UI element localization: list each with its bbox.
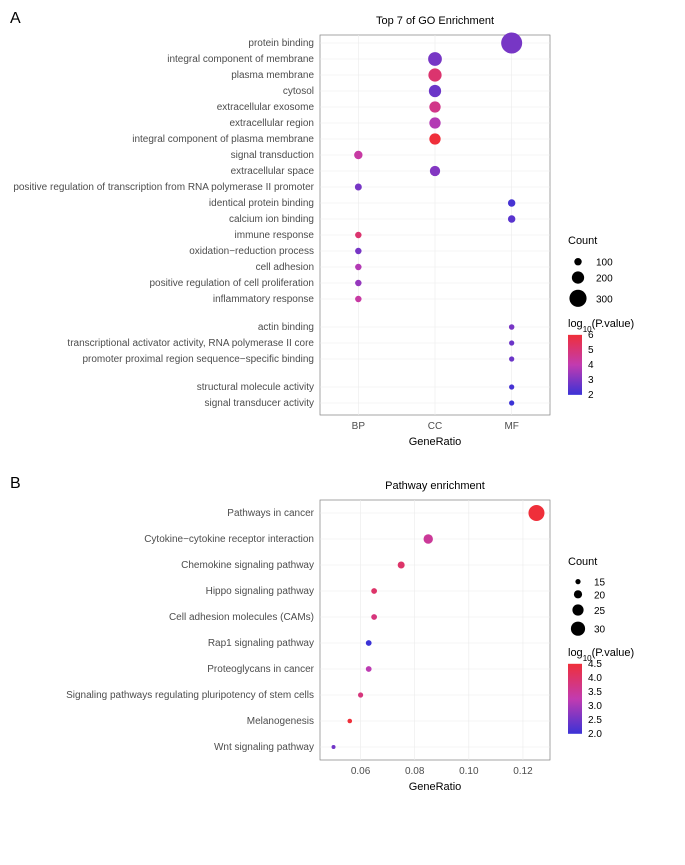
svg-text:MF: MF — [504, 421, 518, 432]
panel-b: B Pathway enrichment 0.06 0.08 0.10 0.12 Path… — [10, 475, 675, 800]
svg-text:transcriptional activator acti: transcriptional activator activity, RNA … — [67, 338, 314, 349]
svg-text:CC: CC — [428, 421, 442, 432]
svg-text:Rap1 signaling pathway: Rap1 signaling pathway — [208, 638, 314, 649]
svg-text:Wnt signaling pathway: Wnt signaling pathway — [214, 742, 314, 753]
svg-text:2.0: 2.0 — [588, 729, 602, 740]
svg-text:Hippo signaling pathway: Hippo signaling pathway — [206, 586, 314, 597]
svg-text:3.5: 3.5 — [588, 687, 602, 698]
svg-text:BP: BP — [352, 421, 366, 432]
svg-text:promoter proximal region seque: promoter proximal region sequence−specif… — [82, 354, 314, 365]
svg-text:3.0: 3.0 — [588, 701, 602, 712]
svg-text:Count: Count — [568, 235, 597, 247]
svg-text:4.5: 4.5 — [588, 659, 602, 670]
svg-text:15: 15 — [594, 578, 606, 589]
svg-text:cytosol: cytosol — [283, 86, 314, 97]
svg-text:log10(P.value): log10(P.value) — [568, 318, 634, 334]
svg-text:0.12: 0.12 — [513, 766, 533, 777]
svg-text:cell adhesion: cell adhesion — [256, 262, 314, 273]
svg-text:extracellular space: extracellular space — [231, 166, 315, 177]
chart-a: Top 7 of GO Enrichment protein binding int… — [10, 10, 680, 455]
svg-text:Pathways in cancer: Pathways in cancer — [227, 508, 314, 519]
svg-text:Count: Count — [568, 556, 597, 568]
svg-text:oxidation−reduction process: oxidation−reduction process — [189, 246, 314, 257]
svg-text:100: 100 — [596, 258, 613, 269]
svg-text:actin binding: actin binding — [258, 322, 314, 333]
svg-text:signal transduction: signal transduction — [231, 150, 314, 161]
svg-text:inflammatory response: inflammatory response — [213, 294, 315, 305]
svg-text:signal transducer activity: signal transducer activity — [205, 398, 315, 409]
svg-text:25: 25 — [594, 606, 606, 617]
svg-text:immune response: immune response — [235, 230, 315, 241]
svg-text:6: 6 — [588, 330, 594, 341]
svg-text:Melanogenesis: Melanogenesis — [247, 716, 314, 727]
svg-text:positive regulation of transcr: positive regulation of transcription fro… — [13, 182, 314, 193]
svg-text:GeneRatio: GeneRatio — [409, 781, 462, 793]
svg-text:300: 300 — [596, 294, 613, 305]
svg-text:20: 20 — [594, 590, 606, 601]
svg-text:integral component of plasma m: integral component of plasma membrane — [132, 134, 314, 145]
svg-text:5: 5 — [588, 345, 594, 356]
svg-text:0.06: 0.06 — [351, 766, 371, 777]
svg-text:structural molecule activity: structural molecule activity — [197, 382, 314, 393]
svg-text:0.10: 0.10 — [459, 766, 479, 777]
svg-text:Pathway enrichment: Pathway enrichment — [385, 480, 485, 492]
panel-a-label: A — [10, 10, 21, 28]
svg-text:30: 30 — [594, 625, 606, 636]
svg-text:identical protein binding: identical protein binding — [209, 198, 314, 209]
chart-b: Pathway enrichment 0.06 0.08 0.10 0.12 Pathwa… — [10, 475, 680, 800]
svg-text:2: 2 — [588, 390, 594, 401]
svg-text:200: 200 — [596, 274, 613, 285]
panel-a: A Top 7 of GO Enrichment protein binding i… — [10, 10, 675, 455]
svg-text:protein binding: protein binding — [248, 38, 314, 49]
svg-text:positive regulation of cell pr: positive regulation of cell proliferatio… — [149, 278, 314, 289]
svg-text:4.0: 4.0 — [588, 673, 602, 684]
svg-text:2.5: 2.5 — [588, 715, 602, 726]
svg-text:calcium ion binding: calcium ion binding — [229, 214, 314, 225]
svg-text:Top 7 of GO Enrichment: Top 7 of GO Enrichment — [376, 15, 494, 27]
svg-text:Signaling pathways regulating: Signaling pathways regulating pluripoten… — [66, 690, 314, 701]
svg-text:GeneRatio: GeneRatio — [409, 436, 462, 448]
svg-text:extracellular region: extracellular region — [230, 118, 315, 129]
svg-text:Cytokine−cytokine receptor int: Cytokine−cytokine receptor interaction — [144, 534, 314, 545]
svg-text:Proteoglycans in cancer: Proteoglycans in cancer — [207, 664, 314, 675]
svg-text:Cell adhesion molecules (CAMs): Cell adhesion molecules (CAMs) — [169, 612, 314, 623]
svg-text:Chemokine signaling pathway: Chemokine signaling pathway — [181, 560, 314, 571]
svg-text:integral component of membrane: integral component of membrane — [167, 54, 314, 65]
panel-b-label: B — [10, 475, 21, 493]
svg-text:4: 4 — [588, 360, 594, 371]
svg-text:plasma membrane: plasma membrane — [231, 70, 314, 81]
svg-text:3: 3 — [588, 375, 594, 386]
svg-text:extracellular exosome: extracellular exosome — [217, 102, 315, 113]
svg-text:0.08: 0.08 — [405, 766, 425, 777]
